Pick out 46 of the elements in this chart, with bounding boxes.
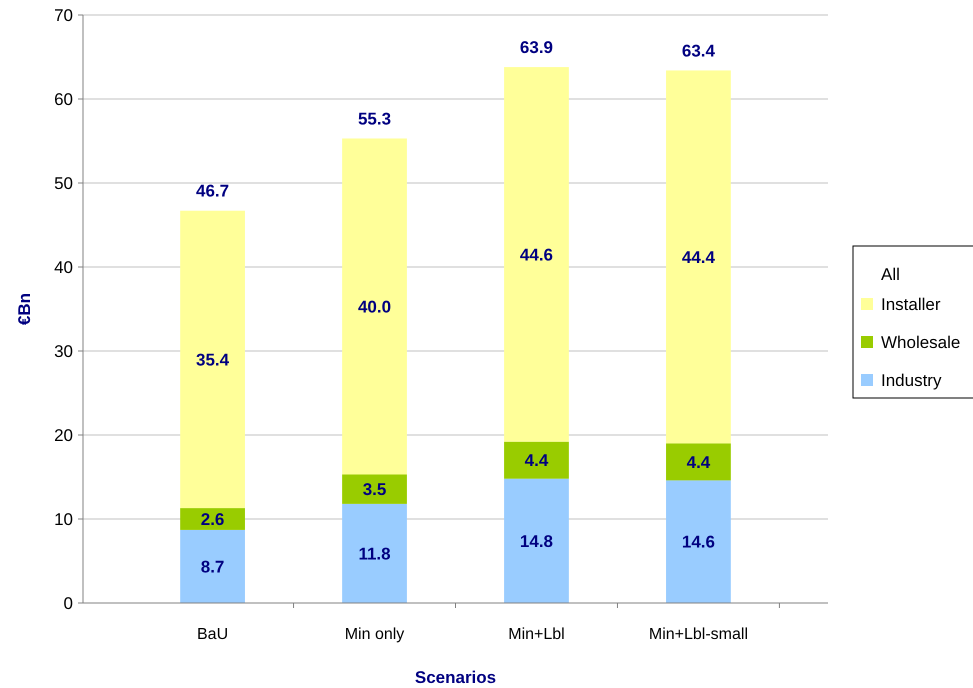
data-label: 44.4 bbox=[682, 248, 716, 267]
y-tick-label: 10 bbox=[54, 510, 73, 529]
data-label: 3.5 bbox=[362, 480, 386, 500]
data-label: 35.4 bbox=[196, 350, 230, 370]
bar bbox=[180, 530, 245, 603]
total-label: 63.4 bbox=[682, 41, 716, 60]
data-label: 4.4 bbox=[686, 452, 711, 472]
bar bbox=[666, 443, 731, 480]
data-label: 44.6 bbox=[520, 245, 554, 264]
bar bbox=[342, 504, 407, 603]
x-tick-label: Min+Lbl bbox=[508, 626, 565, 643]
data-label: 40.0 bbox=[358, 297, 392, 316]
x-tick-label: BaU bbox=[197, 626, 228, 643]
legend-label: Installer bbox=[881, 295, 941, 314]
bar bbox=[504, 67, 569, 442]
y-tick-label: 40 bbox=[54, 258, 73, 277]
bar bbox=[180, 508, 245, 530]
y-tick-label: 60 bbox=[54, 90, 73, 109]
data-label: 2.6 bbox=[200, 510, 224, 529]
total-label: 46.7 bbox=[196, 182, 230, 201]
x-tick-label: Min only bbox=[344, 626, 404, 643]
x-axis-title: Scenarios bbox=[414, 668, 496, 687]
total-label: 63.9 bbox=[520, 38, 554, 58]
data-label: 4.4 bbox=[524, 451, 549, 470]
bar bbox=[666, 70, 731, 444]
x-tick-label: Min+Lbl-small bbox=[648, 626, 748, 643]
bar bbox=[342, 474, 407, 504]
y-tick-label: 0 bbox=[64, 594, 73, 613]
legend-title: All bbox=[881, 265, 900, 284]
y-axis-title: €Bn bbox=[15, 292, 34, 326]
y-tick-label: 70 bbox=[54, 6, 73, 25]
legend-label: Wholesale bbox=[881, 333, 960, 352]
legend-label: Industry bbox=[881, 371, 942, 390]
bar bbox=[504, 478, 569, 603]
data-label: 11.8 bbox=[358, 544, 391, 564]
bar bbox=[504, 442, 569, 479]
y-tick-label: 30 bbox=[54, 342, 73, 361]
bar bbox=[666, 480, 731, 603]
bar bbox=[180, 210, 245, 508]
total-label: 55.3 bbox=[358, 109, 392, 128]
y-tick-label: 20 bbox=[54, 426, 73, 445]
data-label: 14.6 bbox=[682, 532, 715, 552]
bar bbox=[342, 138, 407, 474]
y-tick-label: 50 bbox=[54, 174, 73, 193]
data-label: 8.7 bbox=[200, 557, 224, 576]
data-label: 14.8 bbox=[520, 532, 554, 551]
